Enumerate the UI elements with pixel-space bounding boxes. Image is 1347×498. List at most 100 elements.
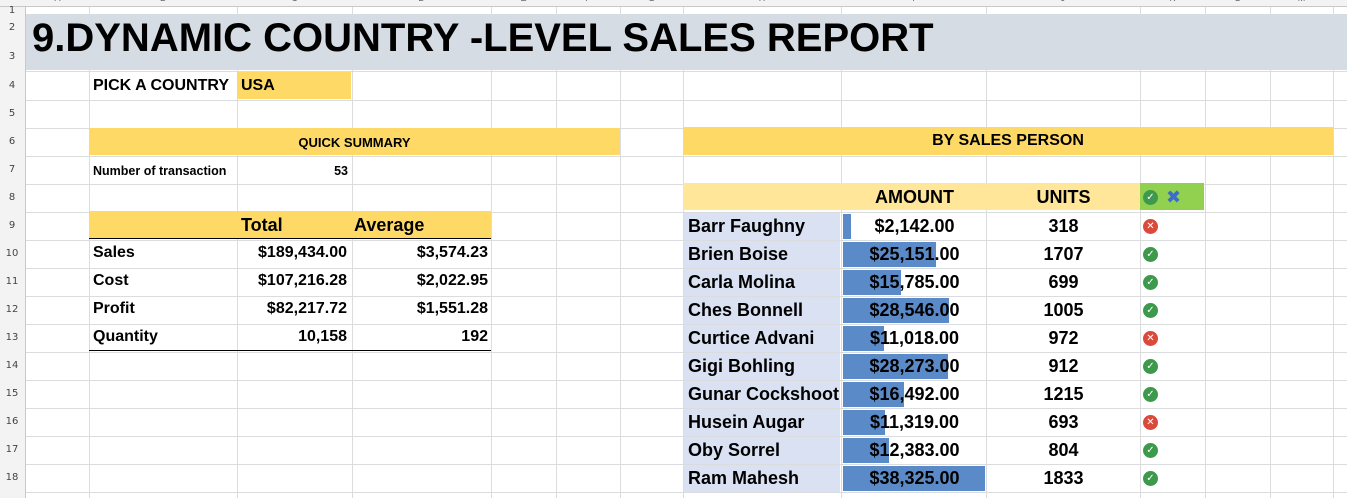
- column-header-j[interactable]: J: [986, 0, 1140, 3]
- units-cell[interactable]: 1833: [1043, 468, 1084, 488]
- amount-cell[interactable]: $15,785.00: [869, 272, 960, 292]
- amount-cell[interactable]: $38,325.00: [869, 468, 960, 488]
- summary-row-label: Profit: [93, 300, 135, 317]
- column-header-c[interactable]: C: [237, 0, 352, 3]
- row-header-3[interactable]: 3: [8, 51, 16, 62]
- sales-person-name-cell[interactable]: [684, 353, 840, 380]
- grid-vline: [1140, 7, 1141, 498]
- column-header-h[interactable]: H: [683, 0, 841, 3]
- summary-total-cell[interactable]: $107,216.28: [258, 272, 347, 289]
- amount-cell[interactable]: $11,319.00: [869, 412, 960, 432]
- row-header-13[interactable]: 13: [5, 332, 19, 343]
- sales-person-name-cell[interactable]: [684, 241, 840, 268]
- grid-hline: [26, 324, 1347, 325]
- column-header-e[interactable]: E: [491, 0, 556, 3]
- check-circle-icon[interactable]: ✓: [1143, 190, 1158, 205]
- units-cell[interactable]: 804: [1048, 440, 1079, 460]
- row-header-4[interactable]: 4: [8, 80, 16, 91]
- summary-average-cell[interactable]: $2,022.95: [416, 272, 488, 289]
- check-circle-icon: ✓: [1143, 471, 1158, 486]
- sales-person-name: Curtice Advani: [688, 328, 815, 348]
- sales-person-name-cell[interactable]: [684, 465, 840, 492]
- units-cell[interactable]: 1707: [1043, 244, 1084, 264]
- grid-hline: [26, 100, 1347, 101]
- row-header-1[interactable]: 1: [8, 5, 16, 16]
- grid-hline: [26, 408, 1347, 409]
- country-value[interactable]: USA: [241, 77, 275, 94]
- column-header-g[interactable]: G: [620, 0, 683, 3]
- column-header-b[interactable]: B: [89, 0, 237, 3]
- grid-vline: [352, 7, 353, 498]
- row-header-8[interactable]: 8: [8, 192, 16, 203]
- units-cell[interactable]: 912: [1048, 356, 1079, 376]
- summary-average-cell[interactable]: $1,551.28: [416, 300, 488, 317]
- units-cell[interactable]: 318: [1048, 216, 1079, 236]
- summary-total-cell[interactable]: $82,217.72: [266, 300, 347, 317]
- sales-person-name-cell[interactable]: [684, 213, 840, 240]
- country-selector-cell[interactable]: [237, 72, 351, 99]
- grid-vline: [1205, 7, 1206, 498]
- row-header-17[interactable]: 17: [5, 444, 19, 455]
- amount-data-bar: [843, 298, 949, 323]
- row-header-2[interactable]: 2: [8, 22, 16, 33]
- row-header-9[interactable]: 9: [8, 220, 16, 231]
- column-header-k[interactable]: K: [1140, 0, 1205, 3]
- column-header-f[interactable]: F: [556, 0, 620, 3]
- units-cell[interactable]: 972: [1048, 328, 1079, 348]
- amount-cell[interactable]: $25,151.00: [869, 244, 960, 264]
- row-header-5[interactable]: 5: [8, 108, 16, 119]
- units-cell[interactable]: 1215: [1043, 384, 1084, 404]
- row-header-10[interactable]: 10: [5, 248, 19, 259]
- column-header-d[interactable]: D: [352, 0, 491, 3]
- amount-data-bar: [843, 214, 851, 239]
- report-title: 9.DYNAMIC COUNTRY -LEVEL SALES REPORT: [32, 16, 934, 60]
- summary-average-cell[interactable]: $3,574.23: [416, 244, 488, 261]
- row-header-15[interactable]: 15: [5, 388, 19, 399]
- check-circle-icon: ✓: [1143, 275, 1158, 290]
- row-header-12[interactable]: 12: [5, 304, 19, 315]
- units-cell[interactable]: 693: [1048, 412, 1079, 432]
- quick-summary-title: QUICK SUMMARY: [298, 135, 411, 150]
- amount-data-bar: [843, 270, 901, 295]
- amount-cell[interactable]: $16,492.00: [869, 384, 960, 404]
- sales-person-name-cell[interactable]: [684, 325, 840, 352]
- units-header: UNITS: [1036, 187, 1091, 207]
- amount-cell[interactable]: $2,142.00: [874, 216, 955, 236]
- grid-hline: [26, 240, 1347, 241]
- sales-person-name-cell[interactable]: [684, 269, 840, 296]
- sales-person-name-cell[interactable]: [684, 437, 840, 464]
- column-header-i[interactable]: I: [841, 0, 986, 3]
- amount-cell[interactable]: $11,018.00: [869, 328, 960, 348]
- transactions-value[interactable]: 53: [334, 164, 348, 178]
- summary-total-cell[interactable]: 10,158: [298, 328, 347, 345]
- amount-cell[interactable]: $12,383.00: [869, 440, 960, 460]
- row-header-14[interactable]: 14: [5, 360, 19, 371]
- summary-table-header: [89, 211, 491, 239]
- x-mark-icon[interactable]: ✖: [1166, 187, 1182, 208]
- row-header-6[interactable]: 6: [8, 136, 16, 147]
- column-header-a[interactable]: A: [26, 0, 89, 3]
- row-header-16[interactable]: 16: [5, 416, 19, 427]
- units-cell[interactable]: 1005: [1043, 300, 1084, 320]
- summary-total-cell[interactable]: $189,434.00: [258, 244, 347, 261]
- row-header-11[interactable]: 11: [5, 276, 19, 287]
- grid-vline: [986, 7, 987, 498]
- row-header-18[interactable]: 18: [5, 472, 19, 483]
- sales-person-name-cell[interactable]: [684, 297, 840, 324]
- summary-average-cell[interactable]: 192: [461, 328, 488, 345]
- grid-hline: [26, 296, 1347, 297]
- pick-country-label: PICK A COUNTRY: [93, 77, 229, 94]
- amount-data-bar: [843, 326, 884, 351]
- sales-person-name-cell[interactable]: [684, 409, 840, 436]
- sales-person-name-cell[interactable]: [684, 381, 840, 408]
- amount-cell[interactable]: $28,546.00: [869, 300, 960, 320]
- amount-data-bar: [843, 242, 936, 267]
- grid-hline: [26, 352, 1347, 353]
- x-circle-icon: ✕: [1143, 219, 1158, 234]
- column-header-m[interactable]: M: [1270, 0, 1333, 3]
- amount-cell[interactable]: $28,273.00: [869, 356, 960, 376]
- amount-header: AMOUNT: [875, 187, 954, 207]
- row-header-7[interactable]: 7: [8, 164, 16, 175]
- column-header-l[interactable]: L: [1205, 0, 1270, 3]
- units-cell[interactable]: 699: [1048, 272, 1079, 292]
